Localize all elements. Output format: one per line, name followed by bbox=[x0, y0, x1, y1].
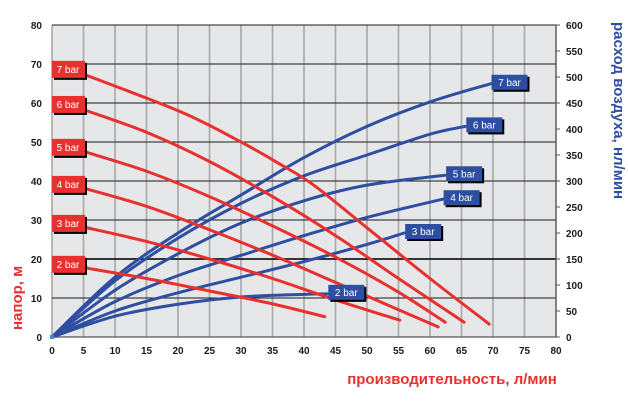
head-curve bbox=[82, 225, 402, 322]
y2-tick-label: 250 bbox=[566, 203, 583, 214]
y2-tick-label: 500 bbox=[566, 73, 583, 84]
x-tick-label: 25 bbox=[204, 346, 216, 357]
head-curve bbox=[82, 149, 447, 324]
y-tick-label: 30 bbox=[31, 216, 43, 227]
head-curve-label: 6 bar bbox=[52, 95, 87, 115]
x-tick-label: 60 bbox=[424, 346, 436, 357]
y2-tick-label: 50 bbox=[566, 307, 578, 318]
y-axis-title: напор, м bbox=[9, 266, 26, 330]
y-tick-label: 50 bbox=[31, 138, 43, 149]
air-curve-label: 5 bar bbox=[446, 166, 485, 184]
air-curve-label: 3 bar bbox=[405, 224, 444, 241]
head-curves bbox=[82, 72, 491, 329]
gridlines bbox=[51, 24, 557, 338]
x-tick-label: 20 bbox=[172, 346, 184, 357]
svg-text:3 bar: 3 bar bbox=[57, 219, 80, 230]
x-tick-label: 35 bbox=[267, 346, 279, 357]
y2-axis-title: расход воздуха, нл/мин bbox=[610, 22, 627, 199]
y2-tick-label: 150 bbox=[566, 255, 583, 266]
y-tick-label: 40 bbox=[31, 177, 43, 188]
x-axis-title: производительность, л/мин bbox=[347, 371, 557, 388]
y2-tick-label: 550 bbox=[566, 47, 583, 58]
y-tick-label: 0 bbox=[36, 333, 42, 344]
air-curve bbox=[50, 231, 406, 339]
air-curve-label: 7 bar bbox=[491, 74, 530, 92]
y2-tick-label: 600 bbox=[566, 21, 583, 32]
x-tick-label: 0 bbox=[49, 346, 55, 357]
y2-tick-label: 100 bbox=[566, 281, 583, 292]
head-curve-label: 7 bar bbox=[52, 60, 87, 80]
air-curve bbox=[50, 173, 447, 339]
y-tick-label: 80 bbox=[31, 21, 43, 32]
head-curve-labels: 7 bar 6 bar 5 bar 4 bar 3 bar 2 bar bbox=[52, 60, 87, 275]
air-curve bbox=[50, 292, 329, 339]
head-curve-label: 3 bar bbox=[52, 214, 87, 234]
svg-text:6 bar: 6 bar bbox=[57, 100, 80, 111]
svg-text:4 bar: 4 bar bbox=[450, 193, 473, 204]
svg-text:7 bar: 7 bar bbox=[57, 65, 80, 76]
y2-tick-label: 350 bbox=[566, 151, 583, 162]
air-consumption-curves bbox=[50, 82, 492, 339]
y-tick-label: 60 bbox=[31, 99, 43, 110]
svg-text:4 bar: 4 bar bbox=[57, 180, 80, 191]
head-curve-label: 4 bar bbox=[52, 175, 87, 195]
x-tick-label: 30 bbox=[235, 346, 247, 357]
x-tick-label: 45 bbox=[330, 346, 342, 357]
left-axis-ticks: 0 10 20 30 40 50 60 70 80 bbox=[31, 21, 43, 344]
air-curve-label: 6 bar bbox=[466, 117, 505, 135]
x-tick-label: 10 bbox=[109, 346, 121, 357]
y2-tick-label: 400 bbox=[566, 125, 583, 136]
x-axis-ticks: 0 5 10 15 20 25 30 35 40 45 50 55 60 65 70 75 80 bbox=[49, 346, 562, 357]
svg-text:3 bar: 3 bar bbox=[412, 227, 435, 238]
y2-tick-label: 300 bbox=[566, 177, 583, 188]
air-curve-labels: 7 bar 6 bar 5 bar 4 bar 3 bar 2 bar bbox=[328, 74, 530, 302]
air-curve-label: 2 bar bbox=[328, 284, 367, 302]
right-axis-ticks: 0 50 100 150 200 250 300 350 400 450 500 550 600 bbox=[556, 21, 583, 344]
svg-text:2 bar: 2 bar bbox=[335, 288, 358, 299]
svg-text:6 bar: 6 bar bbox=[473, 120, 496, 131]
x-tick-label: 55 bbox=[393, 346, 405, 357]
svg-text:2 bar: 2 bar bbox=[57, 260, 80, 271]
x-tick-label: 40 bbox=[298, 346, 310, 357]
y2-tick-label: 450 bbox=[566, 99, 583, 110]
head-curve bbox=[82, 186, 440, 329]
y2-tick-label: 200 bbox=[566, 229, 583, 240]
svg-text:7 bar: 7 bar bbox=[498, 78, 521, 89]
air-curve bbox=[50, 82, 492, 339]
x-tick-label: 70 bbox=[487, 346, 499, 357]
svg-text:5 bar: 5 bar bbox=[57, 143, 80, 154]
air-curve bbox=[50, 197, 445, 339]
svg-text:5 bar: 5 bar bbox=[453, 169, 476, 180]
x-tick-label: 65 bbox=[456, 346, 468, 357]
x-tick-label: 75 bbox=[519, 346, 531, 357]
y2-tick-label: 0 bbox=[566, 333, 572, 344]
head-curve bbox=[82, 266, 327, 319]
y-tick-label: 10 bbox=[31, 294, 43, 305]
y-tick-label: 20 bbox=[31, 255, 43, 266]
x-tick-label: 15 bbox=[141, 346, 153, 357]
head-curve-label: 5 bar bbox=[52, 138, 87, 158]
x-tick-label: 80 bbox=[550, 346, 562, 357]
air-curve-label: 4 bar bbox=[443, 190, 482, 208]
x-tick-label: 50 bbox=[361, 346, 373, 357]
y-tick-label: 70 bbox=[31, 60, 43, 71]
head-curve bbox=[82, 108, 466, 324]
head-curve bbox=[82, 72, 491, 326]
head-curve-label: 2 bar bbox=[52, 255, 87, 275]
x-tick-label: 5 bbox=[81, 346, 87, 357]
